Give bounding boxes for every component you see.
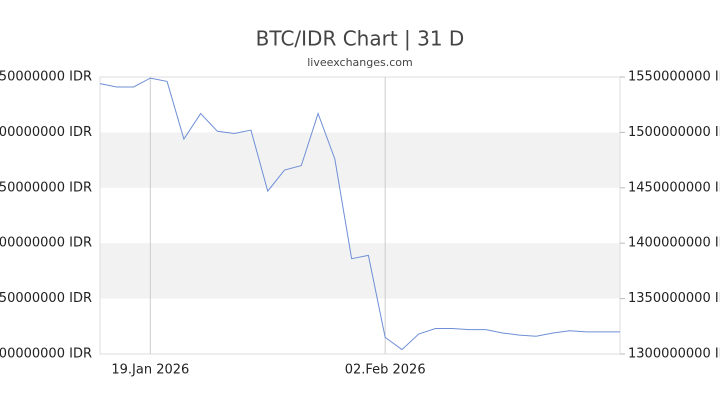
price-line <box>99 77 620 351</box>
y-tick-label: 1550000000 IDR <box>0 70 92 85</box>
chart-title: BTC/IDR Chart | 31 D <box>256 27 465 51</box>
y2-tick-label: 1500000000 IDR <box>628 125 720 140</box>
chart-subtitle: liveexchanges.com <box>307 56 412 69</box>
y-tick-label: 1450000000 IDR <box>0 180 92 195</box>
y-tick-label: 1500000000 IDR <box>0 125 92 140</box>
y2-tick-label: 1400000000 IDR <box>628 236 720 251</box>
grid-band <box>100 132 620 188</box>
y2-tick-label: 1350000000 IDR <box>628 291 720 306</box>
x-tick-label: 02.Feb 2026 <box>345 363 426 378</box>
grid-band <box>100 243 620 299</box>
y-tick-label: 1400000000 IDR <box>0 236 92 251</box>
y-tick-label: 1350000000 IDR <box>0 291 92 306</box>
plot-frame <box>99 76 621 355</box>
y2-tick-label: 1550000000 IDR <box>628 70 720 85</box>
y-tick-label: 1300000000 IDR <box>0 347 92 362</box>
y2-tick-label: 1450000000 IDR <box>628 180 720 195</box>
y2-tick-label: 1300000000 IDR <box>628 347 720 362</box>
x-tick-label: 19.Jan 2026 <box>111 363 189 378</box>
